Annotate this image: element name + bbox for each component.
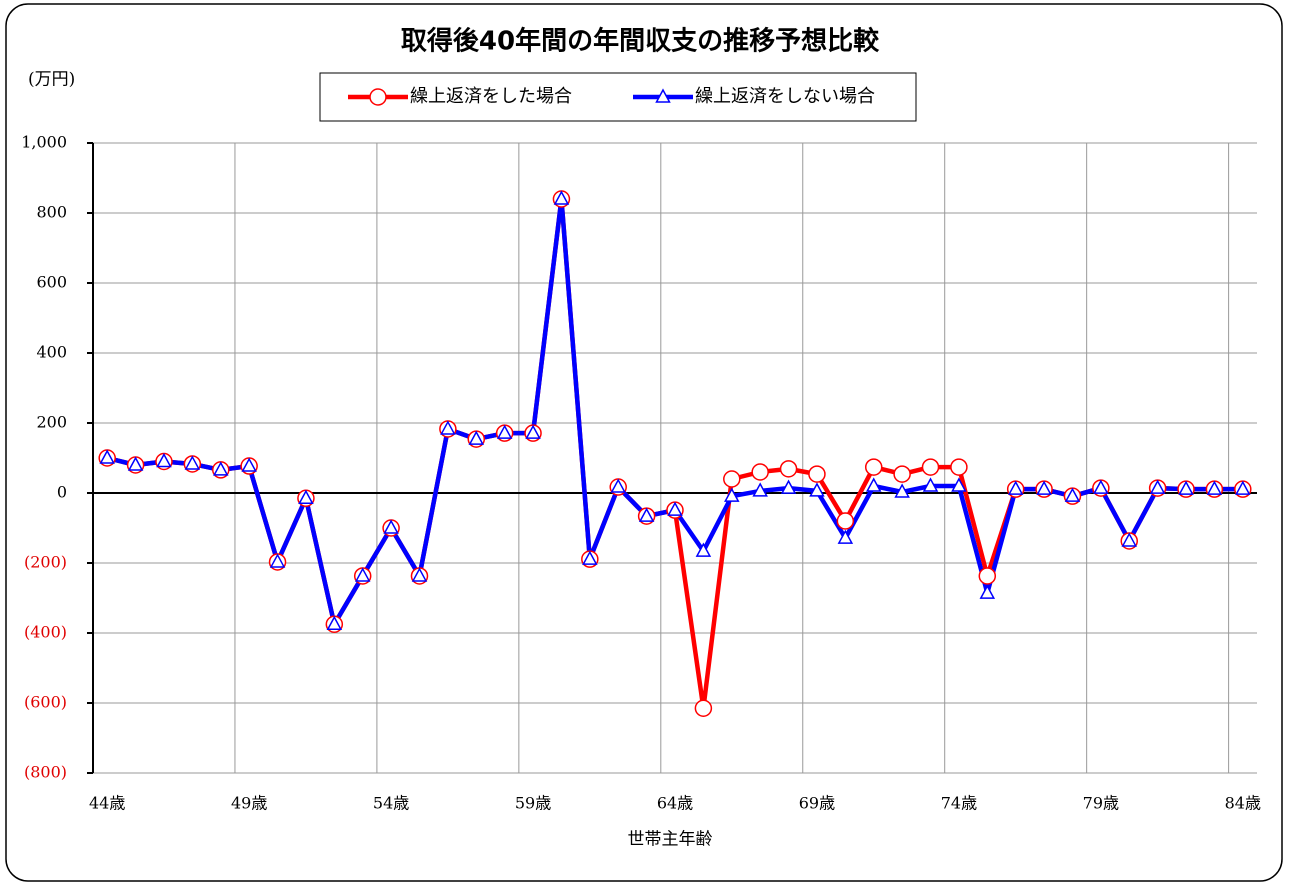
data-point [1064, 487, 1081, 502]
x-tick-label: 49歳 [231, 794, 267, 813]
data-point [496, 424, 513, 439]
data-point [893, 465, 911, 483]
data-point [921, 458, 940, 476]
y-tick-label: (800) [24, 763, 67, 782]
y-unit-label: (万円) [28, 70, 75, 90]
y-tick-label: 400 [36, 343, 67, 362]
y-tick-label: (400) [24, 623, 67, 642]
data-point [1093, 479, 1109, 494]
data-point [241, 457, 257, 472]
data-point [951, 477, 967, 492]
data-point [212, 461, 229, 476]
data-point [1007, 480, 1024, 495]
x-tick-label: 64歳 [657, 794, 693, 813]
data-point [468, 430, 485, 445]
y-tick-label: 0 [57, 483, 67, 502]
data-point [1235, 480, 1251, 495]
legend-label: 繰上返済をした場合 [410, 86, 572, 107]
data-point [894, 483, 910, 498]
data-point [269, 553, 286, 568]
data-point [694, 699, 713, 717]
data-point [184, 455, 201, 470]
data-point [836, 512, 855, 530]
x-tick-label: 59歳 [515, 794, 551, 813]
legend-marker [369, 88, 387, 106]
data-point [156, 452, 172, 468]
data-point [779, 460, 798, 478]
data-point [695, 542, 712, 557]
data-point [525, 424, 541, 439]
data-point [1121, 532, 1137, 547]
x-tick-label: 74歳 [941, 794, 977, 813]
data-point [553, 190, 570, 205]
data-point [864, 458, 883, 476]
chart-title: 取得後40年間の年間収支の推移予想比較 [401, 26, 880, 57]
x-tick-label: 79歳 [1083, 794, 1119, 813]
data-point [723, 470, 741, 488]
data-point [837, 529, 854, 544]
data-point [808, 465, 826, 483]
data-point [1178, 480, 1194, 495]
y-tick-label: (600) [24, 693, 67, 712]
x-tick-label: 84歳 [1225, 794, 1261, 813]
y-tick-label: 1,000 [21, 133, 67, 152]
y-tick-label: 600 [36, 273, 67, 292]
data-point [440, 420, 456, 435]
data-point [865, 477, 882, 492]
data-point [326, 615, 343, 630]
legend-marker [655, 88, 671, 103]
x-tick-label: 69歳 [799, 794, 835, 813]
x-tick-label: 54歳 [373, 794, 409, 813]
data-point [1149, 479, 1166, 494]
data-point [1206, 480, 1223, 495]
data-point [751, 463, 769, 481]
data-point [979, 584, 996, 599]
legend-box [319, 72, 917, 122]
data-point [809, 482, 825, 497]
y-tick-label: 800 [36, 203, 67, 222]
legend-label: 繰上返済をしない場合 [695, 86, 875, 107]
data-point [582, 550, 598, 565]
data-point [610, 478, 626, 493]
data-point [950, 458, 968, 476]
data-point [298, 489, 314, 504]
data-point [922, 477, 939, 492]
data-point [411, 567, 428, 582]
x-axis-label: 世帯主年齢 [628, 830, 713, 850]
chart-frame [5, 3, 1283, 882]
y-tick-label: 200 [36, 413, 67, 432]
data-point [724, 487, 740, 502]
data-point [638, 507, 655, 522]
data-point [752, 482, 768, 497]
data-point [354, 567, 371, 582]
data-point [1036, 480, 1052, 495]
data-point [383, 519, 399, 534]
y-tick-label: (200) [24, 553, 67, 572]
data-point [99, 449, 115, 464]
data-point [127, 456, 144, 471]
data-point [667, 501, 683, 516]
data-point [978, 567, 997, 585]
x-tick-label: 44歳 [89, 794, 125, 813]
data-point [780, 479, 797, 494]
